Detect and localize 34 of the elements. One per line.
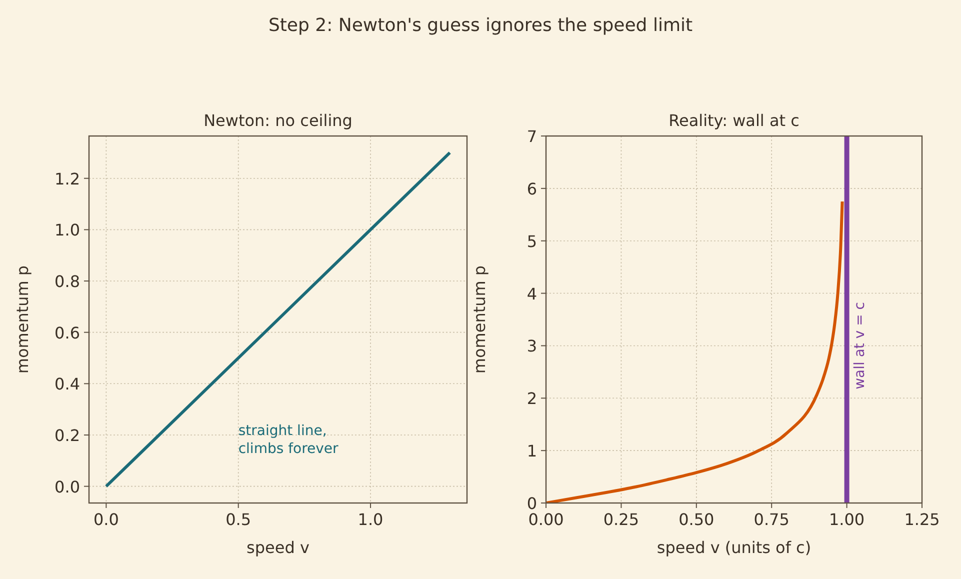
x-tick-label: 0.50	[678, 510, 714, 529]
y-tick-label: 6	[526, 179, 537, 198]
y-axis-title: momentum p	[13, 265, 32, 374]
y-tick-label: 0.2	[54, 426, 80, 445]
y-tick-label: 1.2	[54, 169, 80, 188]
y-tick-label: 0	[526, 494, 537, 513]
y-tick-label: 0.8	[54, 272, 80, 292]
x-axis-title: speed v	[246, 538, 310, 557]
y-tick-label: 7	[526, 127, 537, 146]
ref-line-label: wall at v = c	[852, 302, 868, 390]
y-tick-label: 2	[526, 389, 537, 408]
y-tick-label: 0.4	[54, 374, 80, 394]
y-tick-label: 1.0	[54, 220, 80, 240]
x-tick-label: 1.0	[358, 510, 384, 529]
y-tick-label: 4	[526, 284, 537, 304]
x-tick-label: 0.0	[93, 510, 119, 529]
x-tick-label: 1.25	[904, 510, 940, 529]
x-tick-label: 0.00	[528, 510, 564, 529]
y-tick-label: 3	[526, 336, 537, 356]
x-tick-label: 0.75	[754, 510, 790, 529]
x-axis-title: speed v (units of c)	[656, 538, 812, 557]
annotation: straight line, climbs forever	[238, 422, 339, 457]
y-axis-title: momentum p	[470, 265, 489, 374]
x-tick-label: 0.25	[603, 510, 640, 529]
chart-title: Newton: no ceiling	[204, 111, 352, 130]
y-tick-label: 1	[526, 442, 537, 461]
line-series	[546, 200, 844, 503]
x-tick-label: 0.5	[226, 510, 252, 529]
y-tick-label: 0.0	[54, 477, 80, 496]
y-tick-label: 0.6	[54, 323, 80, 342]
text: Step 2: Newton's guess ignores the speed limit	[268, 15, 693, 36]
chart-title: Reality: wall at c	[668, 111, 800, 130]
x-tick-label: 1.00	[828, 510, 865, 529]
y-tick-label: 5	[526, 232, 537, 251]
